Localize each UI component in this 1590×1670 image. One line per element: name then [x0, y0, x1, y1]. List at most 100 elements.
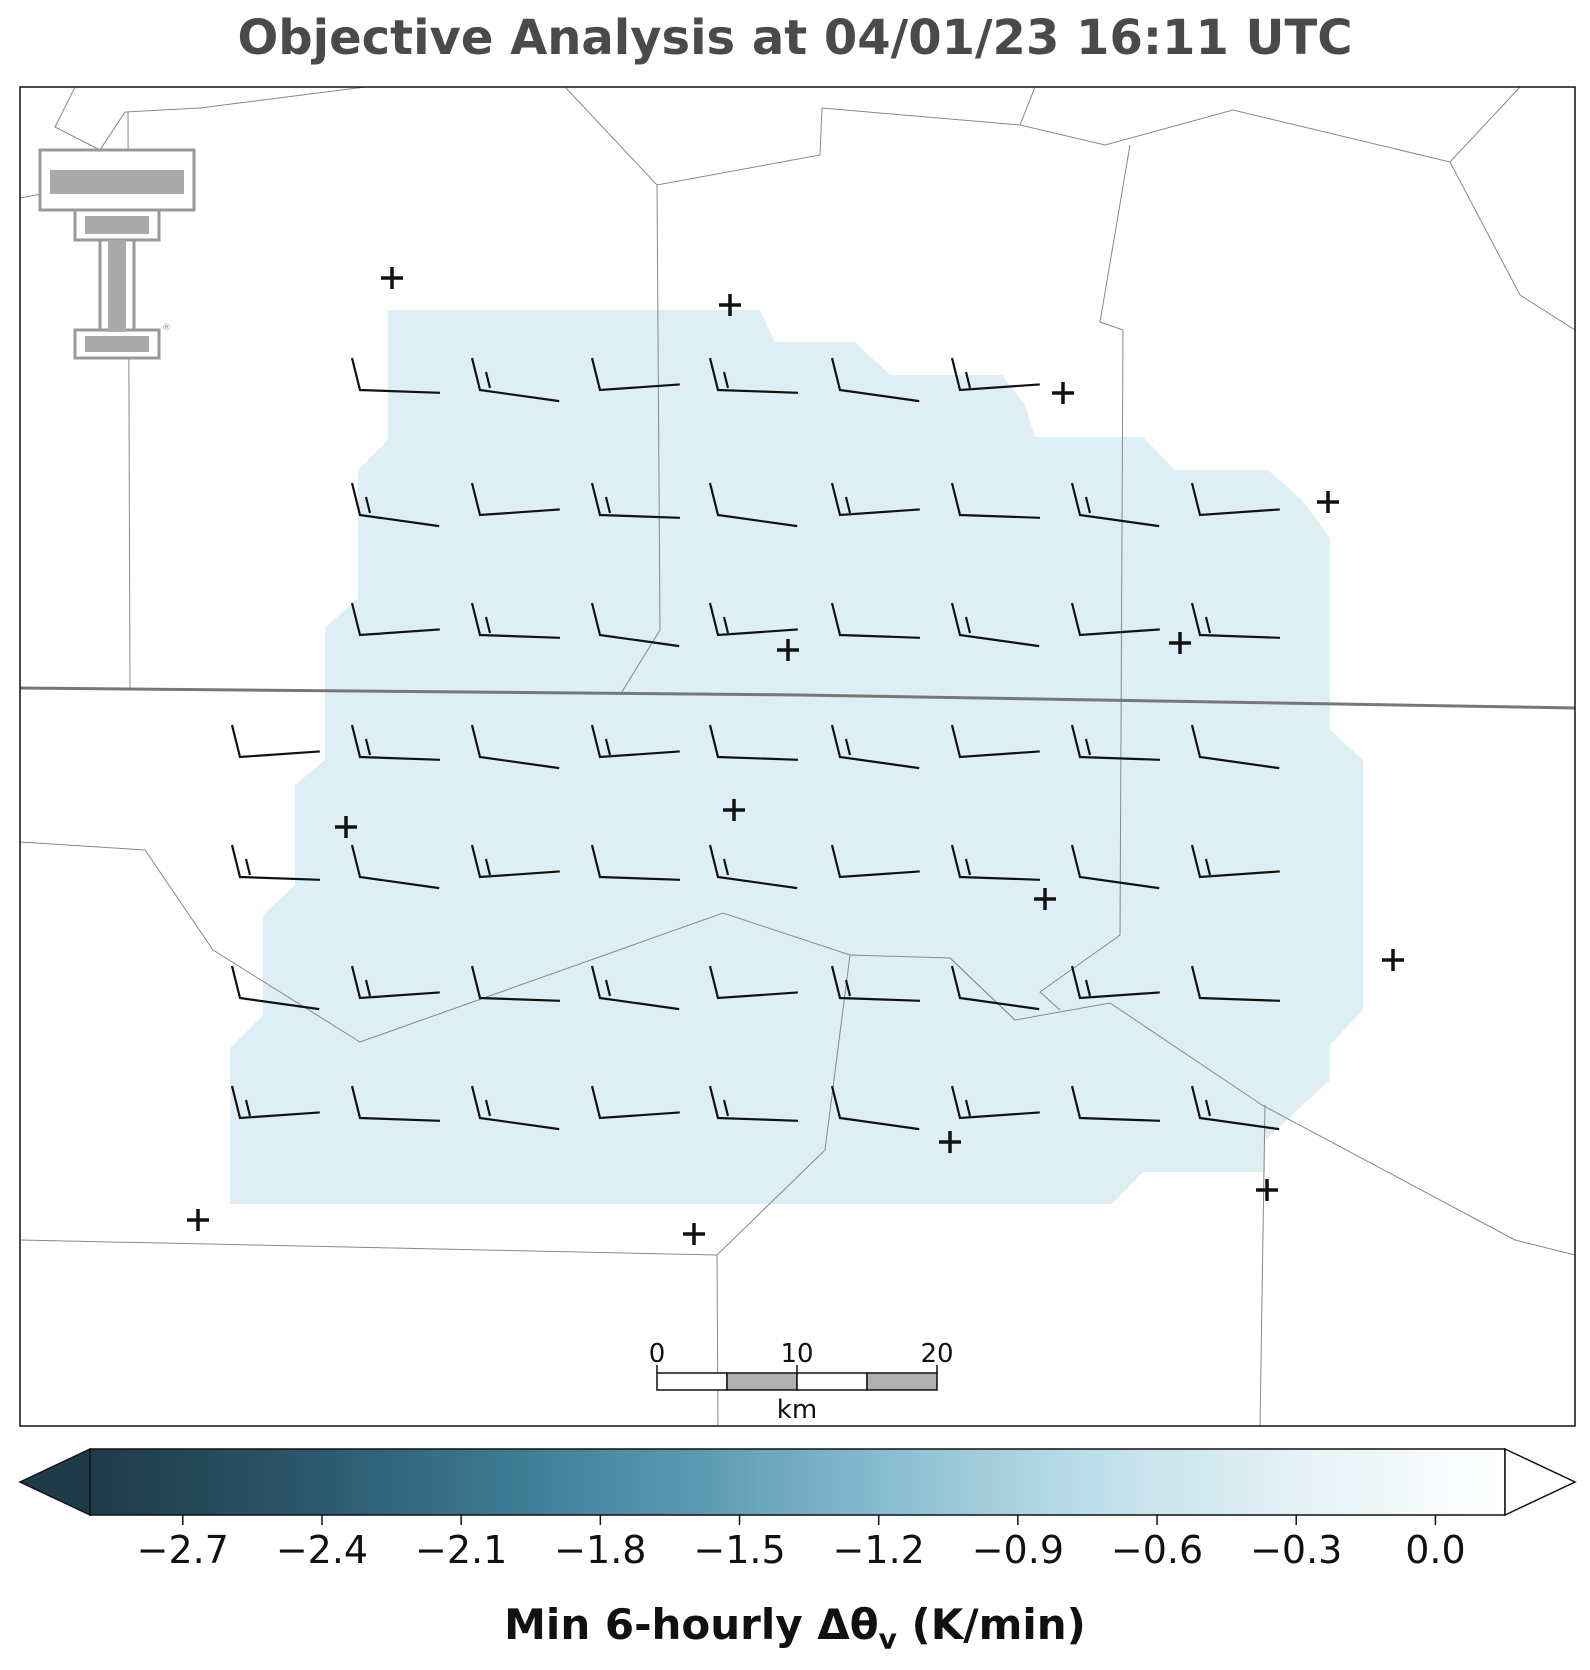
station-marker [1052, 382, 1074, 404]
wind-barb-half-flag [722, 371, 730, 389]
wind-barb-half-flag [1204, 616, 1212, 634]
wind-barb [590, 1085, 680, 1120]
analysis-shaded-field [230, 310, 1363, 1204]
wind-barb [470, 602, 560, 639]
wind-barb [1190, 482, 1280, 517]
wind-barb [1070, 965, 1160, 1000]
wind-barb [1070, 602, 1160, 637]
svg-text:®: ® [162, 323, 171, 333]
station-marker [381, 267, 403, 289]
wind-barb [470, 724, 560, 770]
station-marker [187, 1209, 209, 1231]
wind-barb [830, 1085, 920, 1131]
wind-barb [830, 965, 920, 1002]
colorbar-low-extend [18, 1447, 91, 1517]
wind-barb-half-flag [844, 979, 852, 997]
wind-barb-half-flag [364, 979, 372, 997]
wind-barb [950, 1085, 1040, 1120]
colorbar-label: Min 6-hourly Δθv (K/min) [504, 1600, 1086, 1656]
wind-barb [590, 965, 680, 1011]
wind-barb [1190, 1085, 1280, 1131]
wind-barb [950, 482, 1040, 519]
colorbar-tick-label: −2.4 [276, 1528, 368, 1572]
colorbar-tick-label: −0.6 [1111, 1528, 1203, 1572]
colorbar-tick-label: −2.7 [137, 1528, 229, 1572]
colorbar-tick-label: −2.1 [415, 1528, 507, 1572]
colorbar-body [89, 1448, 1506, 1516]
texas-tech-logo: ® [38, 148, 196, 360]
wind-barb [350, 602, 440, 637]
wind-barb-half-flag [244, 1099, 252, 1117]
station-marker [723, 799, 745, 821]
wind-barb [590, 357, 680, 392]
wind-barb [1190, 602, 1280, 639]
wind-barb-half-flag [364, 738, 372, 756]
wind-barb-half-flag [484, 1099, 492, 1117]
colorbar-tick-label: −1.5 [693, 1528, 785, 1572]
scale-unit: km [777, 1395, 817, 1425]
wind-barb-half-flag [244, 858, 252, 876]
station-marker [939, 1131, 961, 1153]
wind-barb [350, 482, 440, 528]
map-frame [19, 86, 1576, 1427]
wind-barb [1070, 1085, 1160, 1122]
wind-barb [708, 965, 798, 1000]
state-boundary [20, 686, 1575, 710]
scale-bar: 0 10 20 km [649, 1339, 954, 1425]
wind-barb [470, 844, 560, 879]
wind-barb [830, 844, 920, 879]
wind-barb [950, 724, 1040, 759]
wind-barb-half-flag [604, 979, 612, 997]
wind-barb-half-flag [964, 858, 972, 876]
wind-barb [708, 844, 798, 890]
colorbar-tick-label: −1.2 [833, 1528, 925, 1572]
scale-label-0: 0 [649, 1339, 666, 1369]
wind-barb [1190, 844, 1280, 879]
wind-barb [950, 965, 1040, 1011]
wind-barb [470, 357, 560, 403]
wind-barb [590, 482, 680, 519]
wind-barb [1190, 724, 1280, 770]
wind-barb [590, 724, 680, 759]
wind-barb [830, 602, 920, 639]
wind-barb [590, 602, 680, 648]
station-marker [683, 1223, 705, 1245]
station-marker [719, 294, 741, 316]
wind-barb [950, 357, 1040, 392]
wind-barb [350, 965, 440, 1000]
wind-barb [1070, 482, 1160, 528]
wind-barb [1070, 724, 1160, 761]
wind-barb [708, 482, 798, 528]
wind-barb [590, 844, 680, 881]
colorbar-high-extend [1504, 1447, 1577, 1517]
wind-barb [950, 844, 1040, 881]
wind-barb-half-flag [1204, 858, 1212, 876]
station-marker [1169, 632, 1191, 654]
wind-barb-half-flag [844, 496, 852, 514]
wind-barb-half-flag [364, 496, 372, 514]
wind-barb [350, 357, 440, 394]
wind-barb-half-flag [484, 616, 492, 634]
station-marker [1256, 1179, 1278, 1201]
colorbar-tick-label: 0.0 [1405, 1528, 1465, 1572]
wind-barb [230, 844, 320, 881]
wind-barb-half-flag [964, 371, 972, 389]
wind-barb [470, 1085, 560, 1131]
wind-barb [1190, 965, 1280, 1002]
wind-barb-half-flag [722, 858, 730, 876]
station-marker [777, 639, 799, 661]
wind-barb-half-flag [722, 616, 730, 634]
wind-barb [708, 1085, 798, 1122]
wind-barb [350, 844, 440, 890]
scale-label-20: 20 [920, 1339, 953, 1369]
station-marker [1382, 949, 1404, 971]
wind-barb-half-flag [964, 616, 972, 634]
colorbar-ticks: −2.7 −2.4 −2.1 −1.8 −1.5 −1.2 −0.9 −0.6 −0.3 0.0 [137, 1515, 1466, 1572]
station-markers [187, 267, 1404, 1245]
wind-barb [830, 724, 920, 770]
wind-barb-half-flag [484, 371, 492, 389]
wind-barb-half-flag [604, 738, 612, 756]
wind-barb [470, 482, 560, 517]
wind-barb [350, 724, 440, 761]
wind-barb [470, 965, 560, 1002]
